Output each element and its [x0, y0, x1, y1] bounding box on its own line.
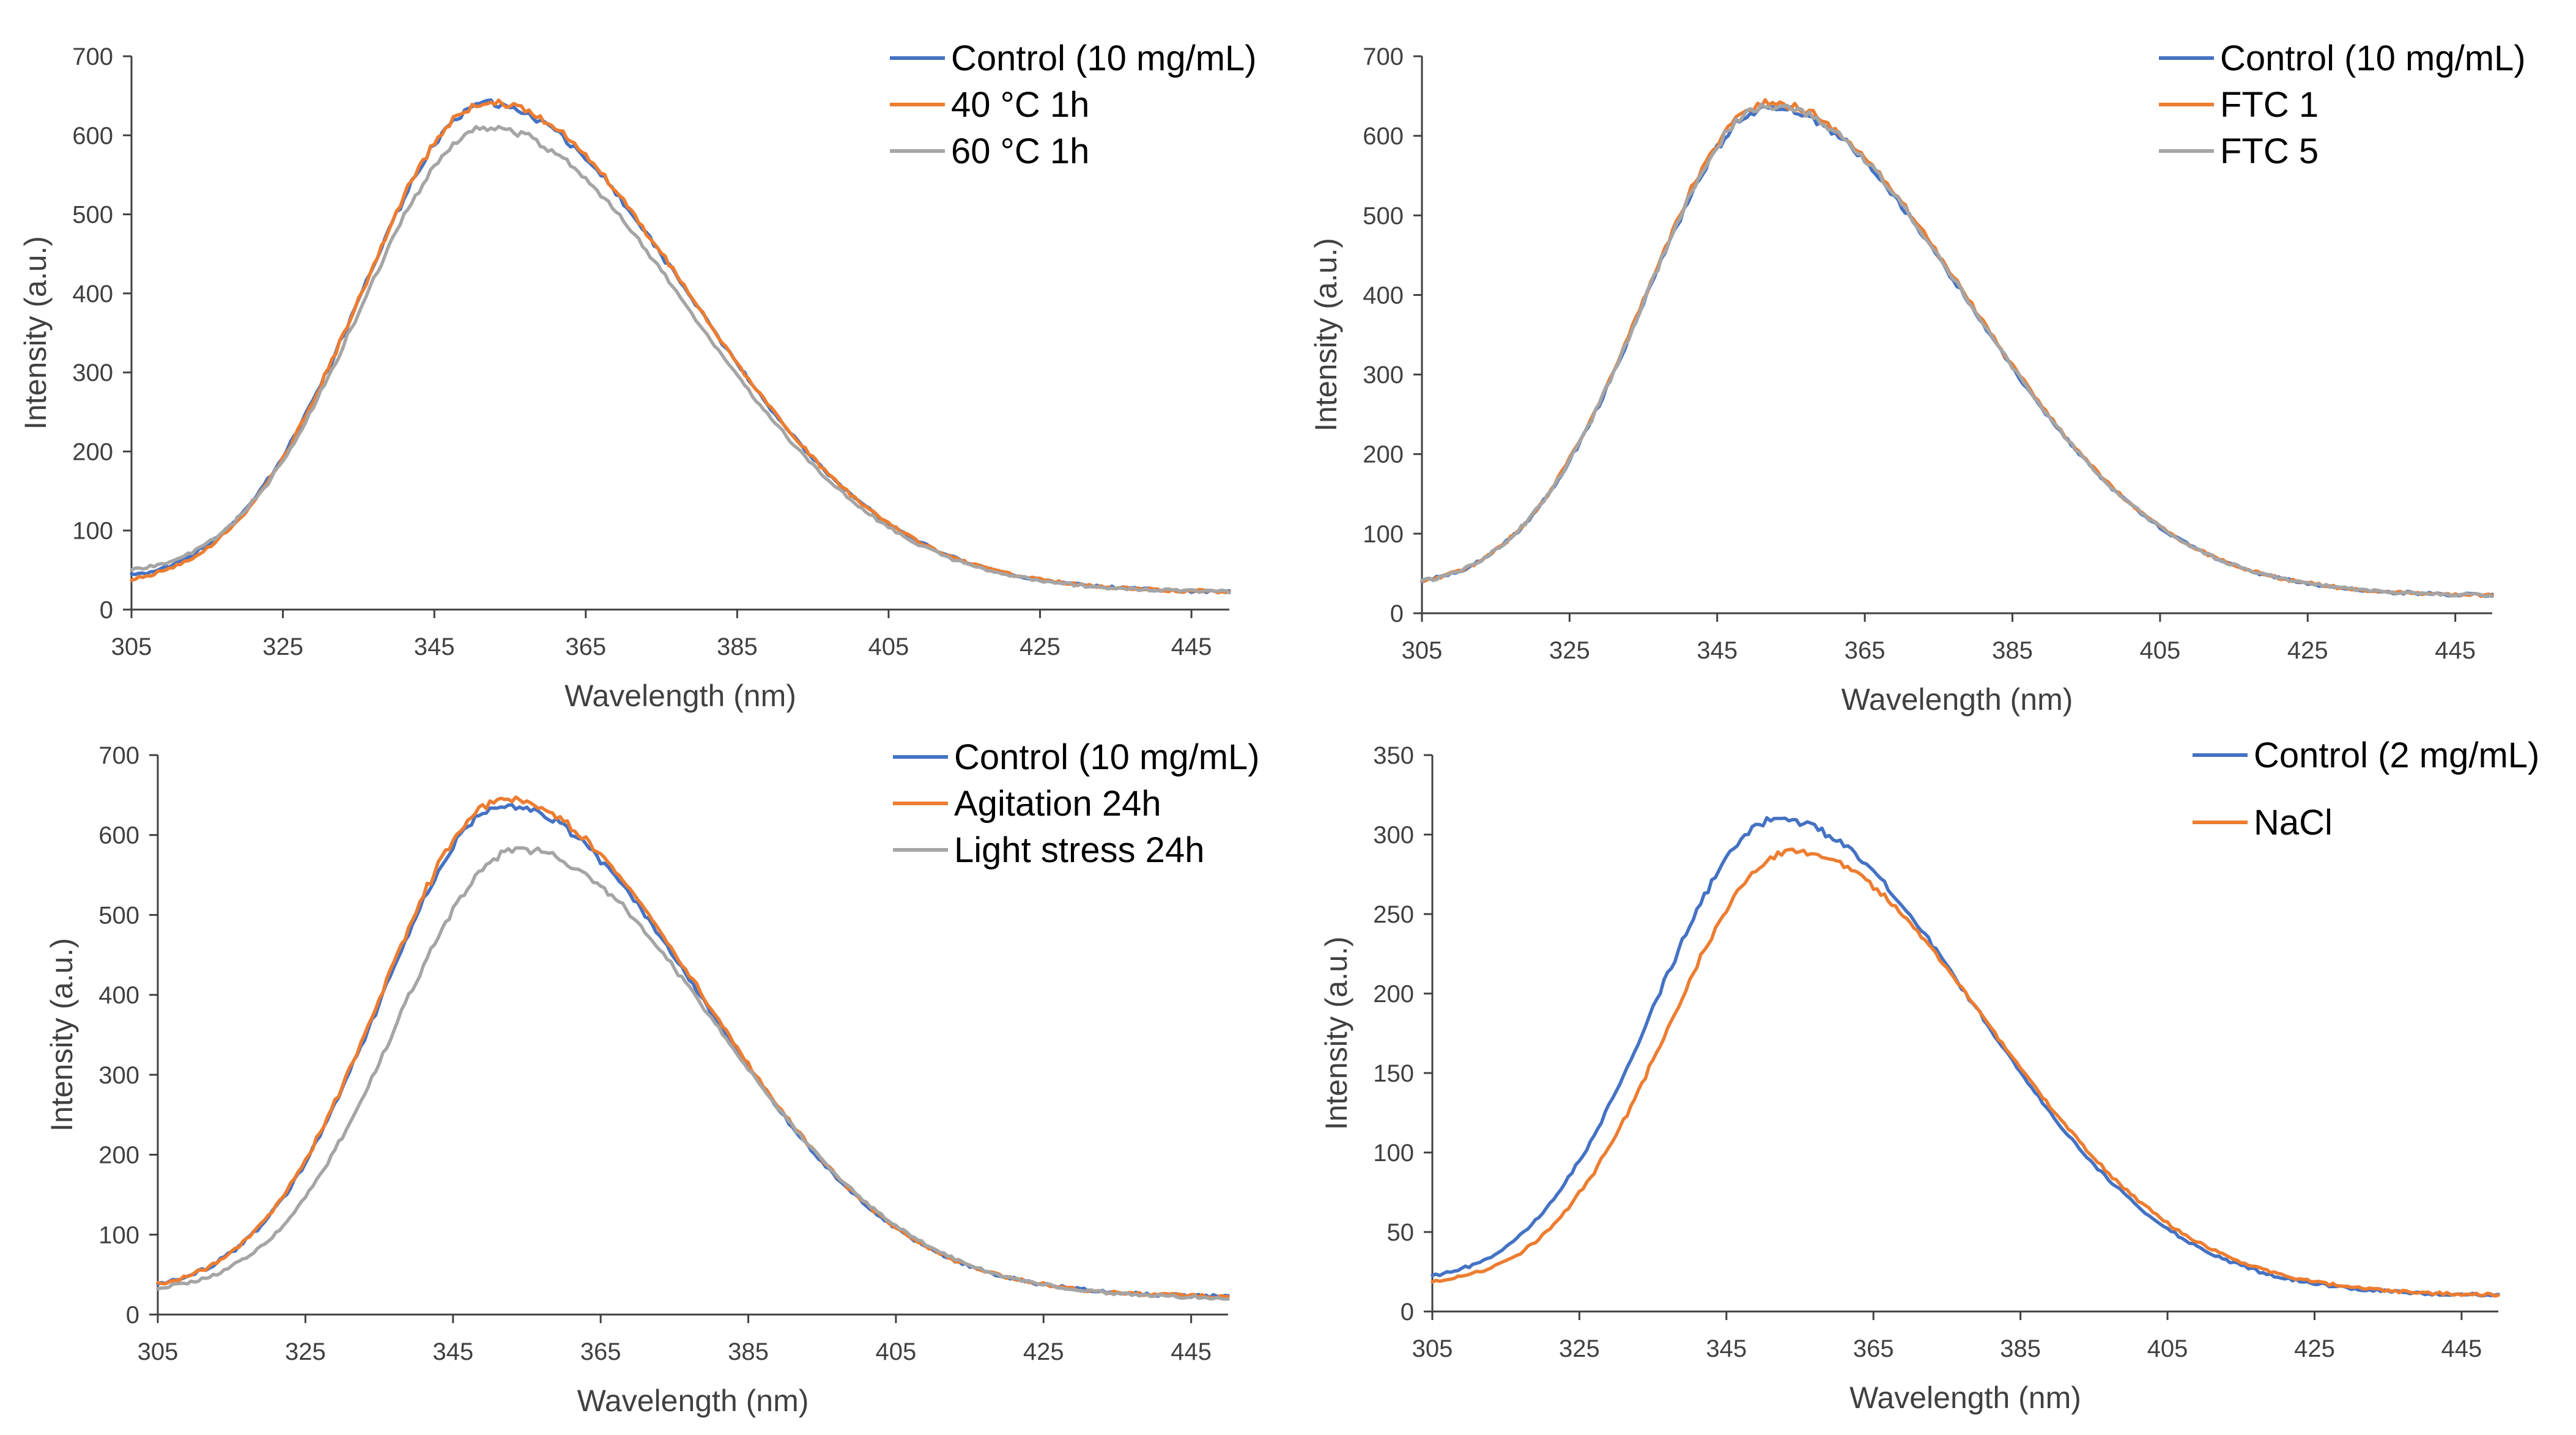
chart-4: 0 50 100 150 200 250 300 350 305 325 345 365 385 405 4…	[1319, 736, 2539, 1415]
legend-label: Control (10 mg/mL)	[2220, 39, 2526, 78]
legend-label: NaCl	[2254, 803, 2333, 843]
y-tick-label: 200	[1363, 441, 1404, 468]
y-tick-label: 100	[1373, 1140, 1414, 1167]
x-tick-label: 405	[2147, 1335, 2188, 1362]
x-axis-title: Wavelength (nm)	[1841, 682, 2073, 717]
y-tick-label: 100	[72, 518, 113, 545]
legend-label: Control (10 mg/mL)	[951, 39, 1257, 78]
x-tick-label: 405	[876, 1338, 917, 1365]
legend-label: 40 °C 1h	[951, 85, 1089, 125]
x-tick-label: 425	[2294, 1335, 2335, 1362]
x-tick-label: 325	[1559, 1335, 1600, 1362]
x-tick-label: 405	[868, 633, 909, 660]
y-tick-label: 50	[1387, 1219, 1415, 1246]
x-axis-title: Wavelength (nm)	[577, 1384, 809, 1418]
x-tick-label: 385	[717, 633, 758, 660]
y-tick-label: 0	[100, 597, 113, 624]
series-line-3	[130, 125, 1231, 595]
y-tick-label: 300	[1363, 362, 1404, 389]
x-tick-label: 385	[2000, 1335, 2041, 1362]
y-tick-label: 400	[1363, 282, 1404, 309]
y-tick-label: 500	[1363, 202, 1404, 229]
legend-label: Light stress 24h	[954, 830, 1204, 870]
y-axis-title: Intensity (a.u.)	[1309, 238, 1343, 432]
x-tick-label: 385	[728, 1338, 769, 1365]
y-tick-label: 0	[1401, 1299, 1414, 1326]
x-tick-label: 445	[2435, 637, 2476, 664]
legend-label: Control (2 mg/mL)	[2254, 736, 2539, 775]
x-tick-label: 345	[414, 633, 455, 660]
y-axis-title: Intensity (a.u.)	[45, 938, 79, 1132]
x-tick-label: 345	[432, 1338, 473, 1365]
y-tick-label: 500	[98, 902, 139, 929]
series-line-2	[156, 795, 1230, 1300]
y-axis-title: Intensity (a.u.)	[1319, 937, 1353, 1131]
legend-label: Agitation 24h	[954, 784, 1161, 824]
y-tick-label: 500	[72, 202, 113, 229]
y-tick-label: 0	[126, 1302, 139, 1329]
y-tick-label: 300	[1373, 822, 1414, 849]
x-tick-label: 365	[565, 633, 606, 660]
chart-1: 0 100 200 300 400 500 600 700 305 325 345 365 385 405…	[18, 39, 1257, 713]
x-tick-label: 305	[138, 1338, 179, 1365]
x-tick-label: 445	[1171, 1338, 1212, 1365]
y-tick-label: 700	[1363, 43, 1404, 70]
legend-label: FTC 1	[2220, 85, 2319, 125]
x-tick-label: 325	[1549, 637, 1590, 664]
y-tick-label: 600	[98, 822, 139, 849]
y-tick-label: 350	[1373, 742, 1414, 769]
x-tick-label: 425	[1023, 1338, 1064, 1365]
y-tick-label: 600	[72, 122, 113, 149]
x-axis-title: Wavelength (nm)	[564, 679, 796, 713]
x-tick-label: 425	[1020, 633, 1060, 660]
x-tick-label: 325	[262, 633, 303, 660]
legend-label: 60 °C 1h	[951, 131, 1089, 171]
y-tick-label: 300	[98, 1062, 139, 1089]
x-tick-label: 365	[1853, 1335, 1894, 1362]
y-tick-label: 600	[1363, 123, 1404, 150]
legend-label: FTC 5	[2220, 131, 2319, 171]
x-tick-label: 405	[2140, 637, 2181, 664]
x-tick-label: 305	[111, 633, 152, 660]
chart-2: 0 100 200 300 400 500 600 700 305 325 345 365 385 405…	[1309, 39, 2526, 717]
series-line-2	[1430, 847, 2500, 1298]
x-tick-label: 305	[1402, 637, 1443, 664]
x-tick-label: 345	[1697, 637, 1738, 664]
x-tick-label: 425	[2287, 637, 2328, 664]
chart-3: 0 100 200 300 400 500 600 700 305 325 345 365 385 405…	[45, 737, 1260, 1418]
y-tick-label: 400	[98, 982, 139, 1009]
x-tick-label: 325	[285, 1338, 326, 1365]
y-tick-label: 700	[98, 742, 139, 769]
y-tick-label: 250	[1373, 901, 1414, 928]
y-tick-label: 200	[1373, 981, 1414, 1008]
series-line-3	[1420, 102, 2494, 599]
y-axis-title: Intensity (a.u.)	[18, 236, 53, 430]
x-tick-label: 445	[1171, 633, 1212, 660]
y-tick-label: 0	[1390, 600, 1404, 627]
y-tick-label: 150	[1373, 1060, 1414, 1087]
x-tick-label: 445	[2441, 1335, 2482, 1362]
x-tick-label: 365	[580, 1338, 621, 1365]
y-tick-label: 700	[72, 43, 113, 70]
x-tick-label: 305	[1412, 1335, 1453, 1362]
y-tick-label: 300	[72, 360, 113, 386]
x-axis-title: Wavelength (nm)	[1849, 1381, 2081, 1415]
x-tick-label: 345	[1706, 1335, 1747, 1362]
y-tick-label: 100	[98, 1222, 139, 1249]
y-tick-label: 400	[72, 281, 113, 308]
x-tick-label: 365	[1845, 637, 1886, 664]
y-tick-label: 200	[72, 438, 113, 465]
y-tick-label: 100	[1363, 521, 1404, 548]
x-tick-label: 385	[1992, 637, 2033, 664]
y-tick-label: 200	[98, 1142, 139, 1169]
series-line-3	[156, 846, 1230, 1301]
legend-label: Control (10 mg/mL)	[954, 737, 1260, 777]
